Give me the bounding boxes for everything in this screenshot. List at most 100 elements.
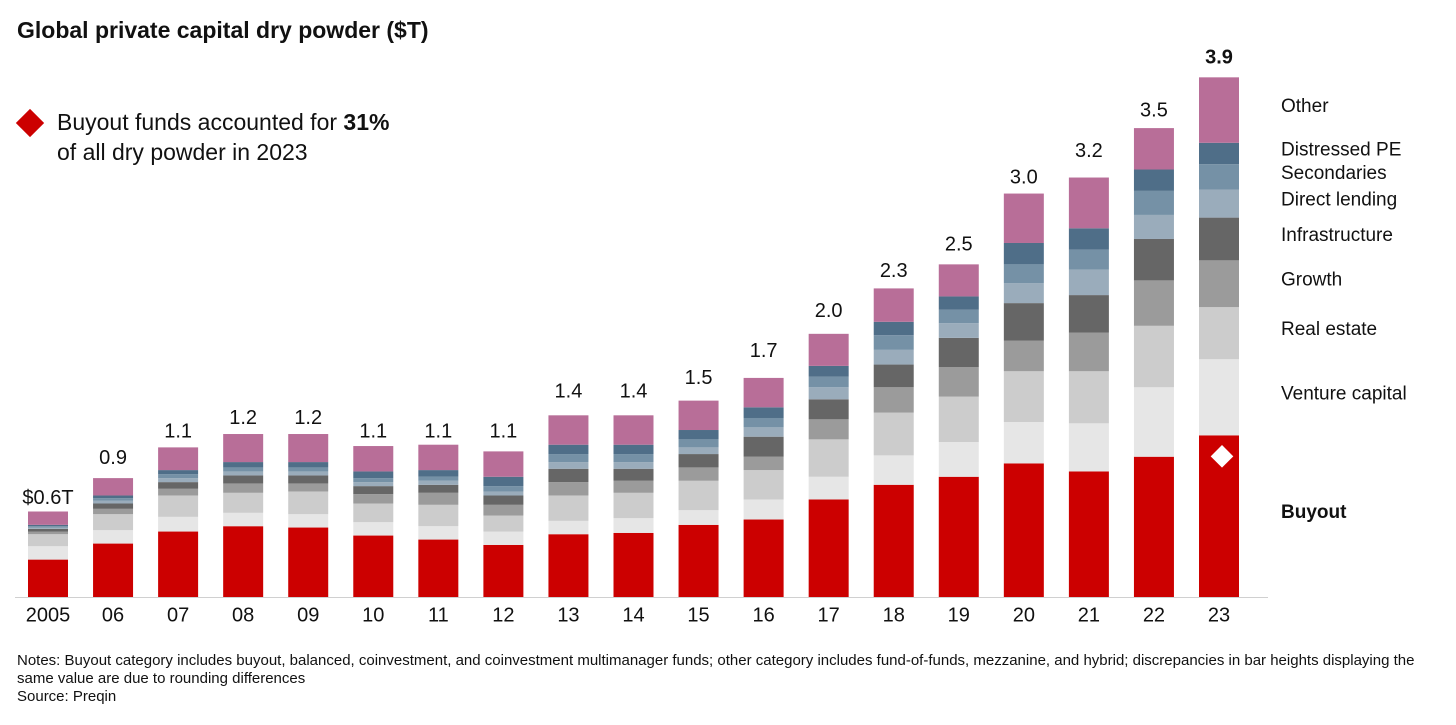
annotation-highlight: 31% bbox=[343, 109, 389, 135]
bar-segment bbox=[743, 427, 784, 437]
bar-segment bbox=[678, 524, 719, 597]
bar-segment bbox=[613, 480, 654, 493]
total-label: 3.9 bbox=[1205, 46, 1233, 68]
x-tick-label: 13 bbox=[557, 604, 579, 626]
bar-segment bbox=[158, 447, 199, 471]
bar-segment bbox=[938, 309, 979, 324]
bar-segment bbox=[288, 467, 329, 472]
bar-segment bbox=[288, 434, 329, 463]
bar-segment bbox=[1003, 371, 1044, 422]
x-tick-label: 21 bbox=[1078, 604, 1100, 626]
x-tick-label: 20 bbox=[1013, 604, 1035, 626]
bar-segment bbox=[418, 444, 459, 471]
bar-segment bbox=[613, 415, 654, 445]
x-tick-label: 12 bbox=[492, 604, 514, 626]
bar-segment bbox=[418, 476, 459, 481]
total-label: 1.7 bbox=[750, 340, 778, 362]
bar-segment bbox=[1068, 269, 1109, 296]
bar-segment bbox=[93, 503, 134, 509]
bar-segment bbox=[483, 486, 524, 492]
bar-segment bbox=[873, 484, 914, 597]
bar-segment bbox=[288, 514, 329, 528]
x-tick-label: 14 bbox=[622, 604, 644, 626]
x-tick-label: 22 bbox=[1143, 604, 1165, 626]
bar-segment bbox=[223, 434, 264, 463]
bar-segment bbox=[418, 504, 459, 527]
bar-segment bbox=[743, 436, 784, 457]
bar-segment bbox=[1068, 423, 1109, 472]
bar-segment bbox=[1003, 463, 1044, 597]
bar-segment bbox=[1133, 325, 1174, 388]
bar-segment bbox=[873, 455, 914, 485]
total-label: 3.5 bbox=[1140, 100, 1168, 122]
bar-segment bbox=[808, 333, 849, 366]
bar-segment bbox=[93, 498, 134, 501]
total-label: 1.1 bbox=[489, 420, 517, 442]
bar-segment bbox=[1199, 142, 1239, 165]
bar-segment bbox=[678, 467, 719, 481]
bar-segment bbox=[1068, 332, 1109, 372]
bar-segment bbox=[1133, 128, 1174, 170]
bar-segment bbox=[1133, 169, 1174, 191]
legend-label: Distressed PE bbox=[1281, 139, 1401, 160]
bar-segment bbox=[743, 456, 784, 471]
bar-segment bbox=[28, 524, 68, 527]
total-label: 1.2 bbox=[294, 407, 322, 429]
bar-segment bbox=[93, 543, 134, 597]
bar-segment bbox=[743, 377, 784, 408]
bar-segment bbox=[873, 349, 914, 365]
legend-label: Venture capital bbox=[1281, 383, 1407, 404]
total-label: 3.2 bbox=[1075, 140, 1103, 162]
legend-label: Growth bbox=[1281, 270, 1342, 291]
bar-segment bbox=[223, 483, 264, 493]
bar-segment bbox=[743, 417, 784, 428]
bar-segment bbox=[873, 412, 914, 456]
total-label: 1.1 bbox=[424, 420, 452, 442]
bar-segment bbox=[613, 462, 654, 469]
notes: Notes: Buyout category includes buyout, … bbox=[17, 652, 1415, 687]
bar-segment bbox=[28, 527, 68, 529]
bar-segment bbox=[223, 467, 264, 472]
bar-segment bbox=[678, 439, 719, 448]
bar-segment bbox=[93, 508, 134, 515]
bar-segment bbox=[1199, 217, 1239, 261]
bar-segment bbox=[1068, 249, 1109, 270]
bar-segment bbox=[678, 454, 719, 468]
bar-segment bbox=[288, 462, 329, 468]
bar-segment bbox=[28, 528, 68, 532]
bar-segment bbox=[548, 454, 589, 463]
bar-segment bbox=[158, 516, 199, 532]
bar-segment bbox=[158, 482, 199, 489]
bar-segment bbox=[873, 335, 914, 350]
bar-segment bbox=[1003, 242, 1044, 265]
bar-segment bbox=[1003, 193, 1044, 243]
bar-segment bbox=[873, 364, 914, 388]
bar-segment bbox=[808, 499, 849, 597]
bar-segment bbox=[353, 482, 394, 487]
bar-segment bbox=[938, 337, 979, 368]
chart-title: Global private capital dry powder ($T) bbox=[17, 17, 429, 43]
bar-segment bbox=[353, 503, 394, 523]
bar-segment bbox=[28, 546, 68, 560]
bar-segment bbox=[1199, 307, 1239, 360]
total-label: 1.4 bbox=[555, 380, 583, 402]
bar-segment bbox=[1133, 214, 1174, 239]
bar-segment bbox=[873, 321, 914, 336]
bar-segment bbox=[1133, 387, 1174, 457]
bar-segment bbox=[288, 471, 329, 476]
bar-segment bbox=[28, 526, 68, 528]
x-tick-label: 07 bbox=[167, 604, 189, 626]
bar-segment bbox=[743, 470, 784, 500]
bar-segment bbox=[1199, 260, 1239, 308]
bar-segment bbox=[548, 534, 589, 597]
bar-segment bbox=[808, 365, 849, 377]
bar-segment bbox=[678, 480, 719, 511]
bar-segment bbox=[1199, 77, 1239, 143]
bar-segment bbox=[353, 535, 394, 597]
x-tick-label: 09 bbox=[297, 604, 319, 626]
x-tick-label: 19 bbox=[948, 604, 970, 626]
bar-segment bbox=[158, 478, 199, 483]
bar-segment bbox=[1068, 177, 1109, 229]
total-label: 1.1 bbox=[359, 420, 387, 442]
